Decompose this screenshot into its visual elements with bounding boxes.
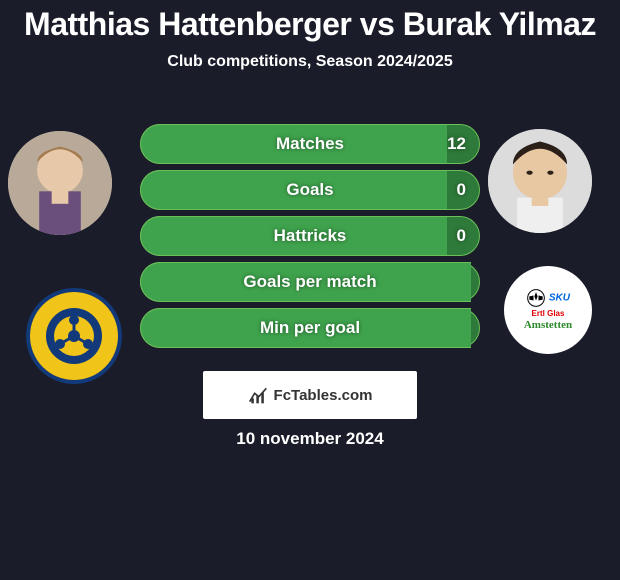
player-left-avatar bbox=[8, 131, 112, 235]
stat-row: Hattricks 0 bbox=[140, 216, 480, 256]
club-badge-text-line3: Amstetten bbox=[524, 319, 572, 331]
stats-bars: Matches 12 Goals 0 Hattricks 0 Goals per… bbox=[140, 124, 480, 354]
bar-label: Goals bbox=[140, 170, 480, 210]
bar-right-value: 0 bbox=[457, 170, 466, 210]
stat-row: Matches 12 bbox=[140, 124, 480, 164]
club-badge-icon bbox=[30, 292, 118, 380]
bar-label: Hattricks bbox=[140, 216, 480, 256]
stat-row: Goals 0 bbox=[140, 170, 480, 210]
club-badge-text-line2: Ertl Glas bbox=[532, 309, 565, 318]
player-left-club-badge bbox=[26, 288, 122, 384]
club-badge-icon: SKU Ertl Glas Amstetten bbox=[504, 266, 592, 354]
player-right-club-badge: SKU Ertl Glas Amstetten bbox=[504, 266, 592, 354]
avatar-placeholder-icon bbox=[488, 129, 592, 233]
attribution-box: FcTables.com bbox=[203, 371, 417, 419]
attribution-text: FcTables.com bbox=[274, 387, 373, 404]
date-text: 10 november 2024 bbox=[0, 429, 620, 449]
bar-right-value: 0 bbox=[457, 216, 466, 256]
stat-row: Min per goal bbox=[140, 308, 480, 348]
bar-label: Goals per match bbox=[140, 262, 480, 302]
stat-row: Goals per match bbox=[140, 262, 480, 302]
bar-label: Min per goal bbox=[140, 308, 480, 348]
player-right-avatar bbox=[488, 129, 592, 233]
comparison-card: Matthias Hattenberger vs Burak Yilmaz Cl… bbox=[0, 6, 620, 580]
page-title: Matthias Hattenberger vs Burak Yilmaz bbox=[0, 6, 620, 43]
page-subtitle: Club competitions, Season 2024/2025 bbox=[0, 53, 620, 71]
chart-icon bbox=[248, 385, 268, 405]
club-badge-text-line1: SKU bbox=[549, 293, 570, 304]
avatar-placeholder-icon bbox=[8, 131, 112, 235]
bar-label: Matches bbox=[140, 124, 480, 164]
bar-right-value: 12 bbox=[447, 124, 466, 164]
